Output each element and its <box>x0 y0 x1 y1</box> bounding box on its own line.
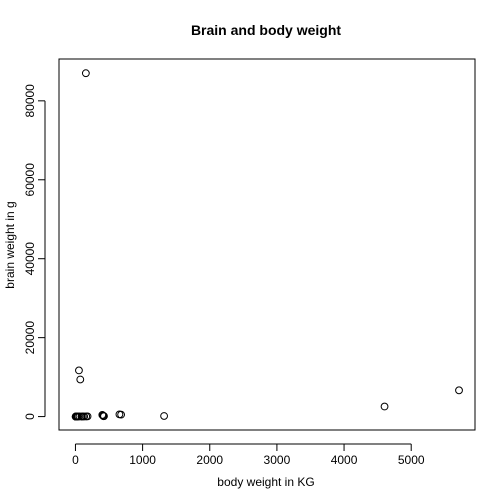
data-point <box>76 375 85 384</box>
y-axis: 0 20000 40000 60000 80000 <box>23 84 46 420</box>
x-tick-label: 1000 <box>129 453 156 467</box>
x-axis: 0 1000 2000 3000 4000 5000 <box>72 443 425 467</box>
chart-title: Brain and body weight <box>191 22 341 38</box>
data-point <box>98 411 107 419</box>
x-axis-label: body weight in KG <box>217 475 314 489</box>
data-point <box>100 412 108 421</box>
data-point <box>75 366 83 375</box>
data-point <box>81 69 90 78</box>
data-points <box>71 69 463 421</box>
data-point <box>71 412 80 421</box>
plot-frame <box>58 58 476 431</box>
data-point <box>455 386 463 395</box>
y-tick-label: 80000 <box>23 84 37 118</box>
y-axis-label: brain weight in g <box>3 201 17 288</box>
x-tick-label: 5000 <box>398 453 425 467</box>
x-tick-label: 2000 <box>196 453 223 467</box>
y-tick-label: 60000 <box>23 163 37 197</box>
x-tick-label: 4000 <box>331 453 358 467</box>
data-point <box>117 410 126 419</box>
y-tick-label: 20000 <box>23 321 37 355</box>
y-tick-label: 0 <box>23 413 37 420</box>
data-point <box>160 412 168 420</box>
x-tick-label: 0 <box>72 453 79 467</box>
data-point <box>380 402 389 411</box>
y-tick-label: 40000 <box>23 242 37 276</box>
x-tick-label: 3000 <box>264 453 291 467</box>
